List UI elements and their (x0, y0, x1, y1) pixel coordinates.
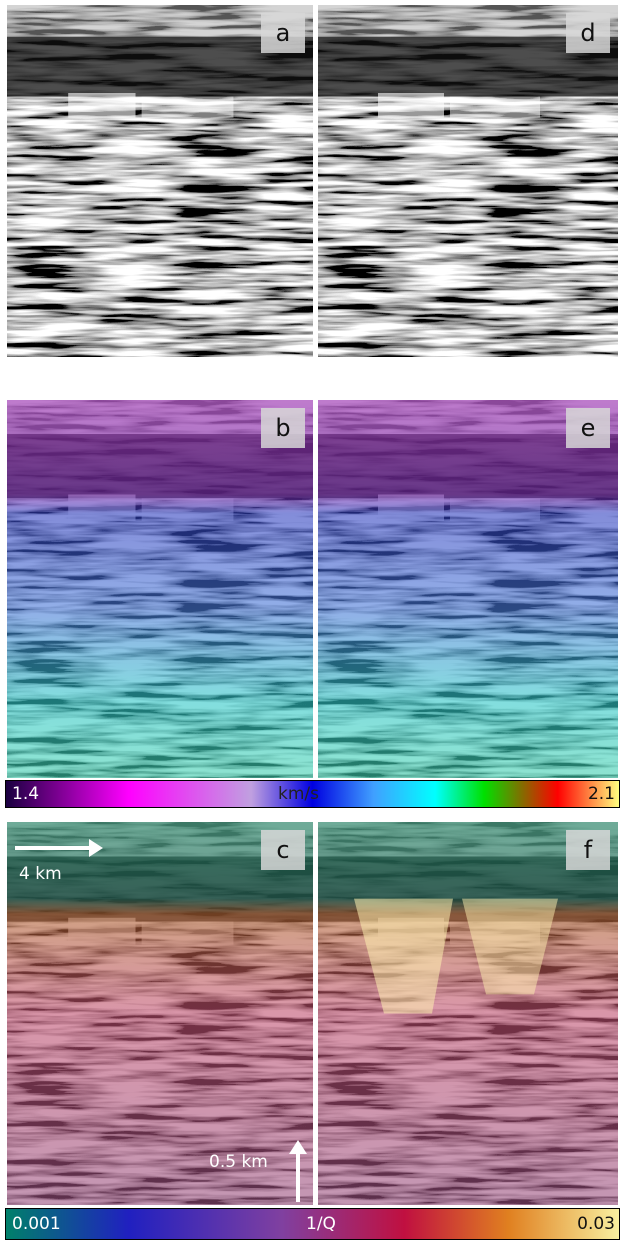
colorbar-min: 1.4 (12, 784, 39, 804)
colorbar: 1.4 km/s 2.1 (5, 780, 620, 808)
scale-label: 4 km (19, 864, 62, 884)
colorbar-unit: 1/Q (306, 1214, 336, 1234)
colorbar-max: 2.1 (588, 784, 615, 804)
panel: a (7, 5, 313, 357)
panel-label: f (566, 830, 610, 870)
panel: e (318, 400, 618, 778)
seismic-image (318, 822, 618, 1205)
seismic-image (318, 5, 618, 357)
panel-label: d (566, 13, 610, 53)
seismic-image (318, 400, 618, 778)
seismic-image (7, 400, 313, 778)
colorbar-max: 0.03 (577, 1214, 615, 1234)
colorbar-unit: km/s (278, 784, 319, 804)
panel-label: a (261, 13, 305, 53)
colorbar-min: 0.001 (12, 1214, 61, 1234)
scale-label: 0.5 km (209, 1152, 268, 1172)
panel-label: b (261, 408, 305, 448)
panel: d (318, 5, 618, 357)
panel: c 4 km 0.5 km (7, 822, 313, 1205)
panel: b (7, 400, 313, 778)
scale-arrow (13, 836, 103, 866)
scale-arrow (287, 1140, 309, 1202)
panel-label: e (566, 408, 610, 448)
seismic-image (7, 5, 313, 357)
colorbar: 0.001 1/Q 0.03 (5, 1208, 620, 1240)
panel-label: c (261, 830, 305, 870)
panel: f (318, 822, 618, 1205)
figure: a d b e c 4 km 0.5 km f 1.4 km/s 2.1 0.0… (0, 0, 622, 1246)
